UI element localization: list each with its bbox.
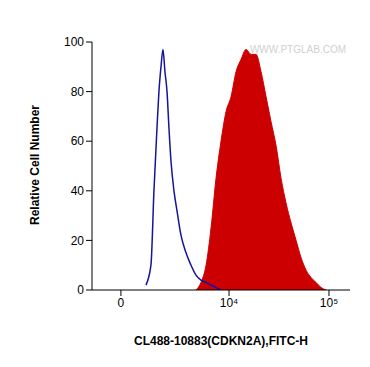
html-text:Relative Cell Number: Relative Cell Number [28, 105, 42, 225]
html-text:CL488-10883(CDKN2A),FITC-H: CL488-10883(CDKN2A),FITC-H [134, 334, 308, 348]
html-text:WWW.PTGLAB.COM: WWW.PTGLAB.COM [249, 44, 346, 55]
svg-text:40: 40 [71, 184, 85, 198]
svg-text:60: 60 [71, 134, 85, 148]
svg-text:20: 20 [71, 234, 85, 248]
svg-text:0: 0 [77, 283, 84, 297]
svg-text:0: 0 [118, 296, 125, 310]
svg-text:10⁵: 10⁵ [320, 296, 338, 310]
svg-text:100: 100 [64, 35, 84, 49]
svg-text:10⁴: 10⁴ [220, 296, 239, 310]
svg-text:80: 80 [71, 85, 85, 99]
